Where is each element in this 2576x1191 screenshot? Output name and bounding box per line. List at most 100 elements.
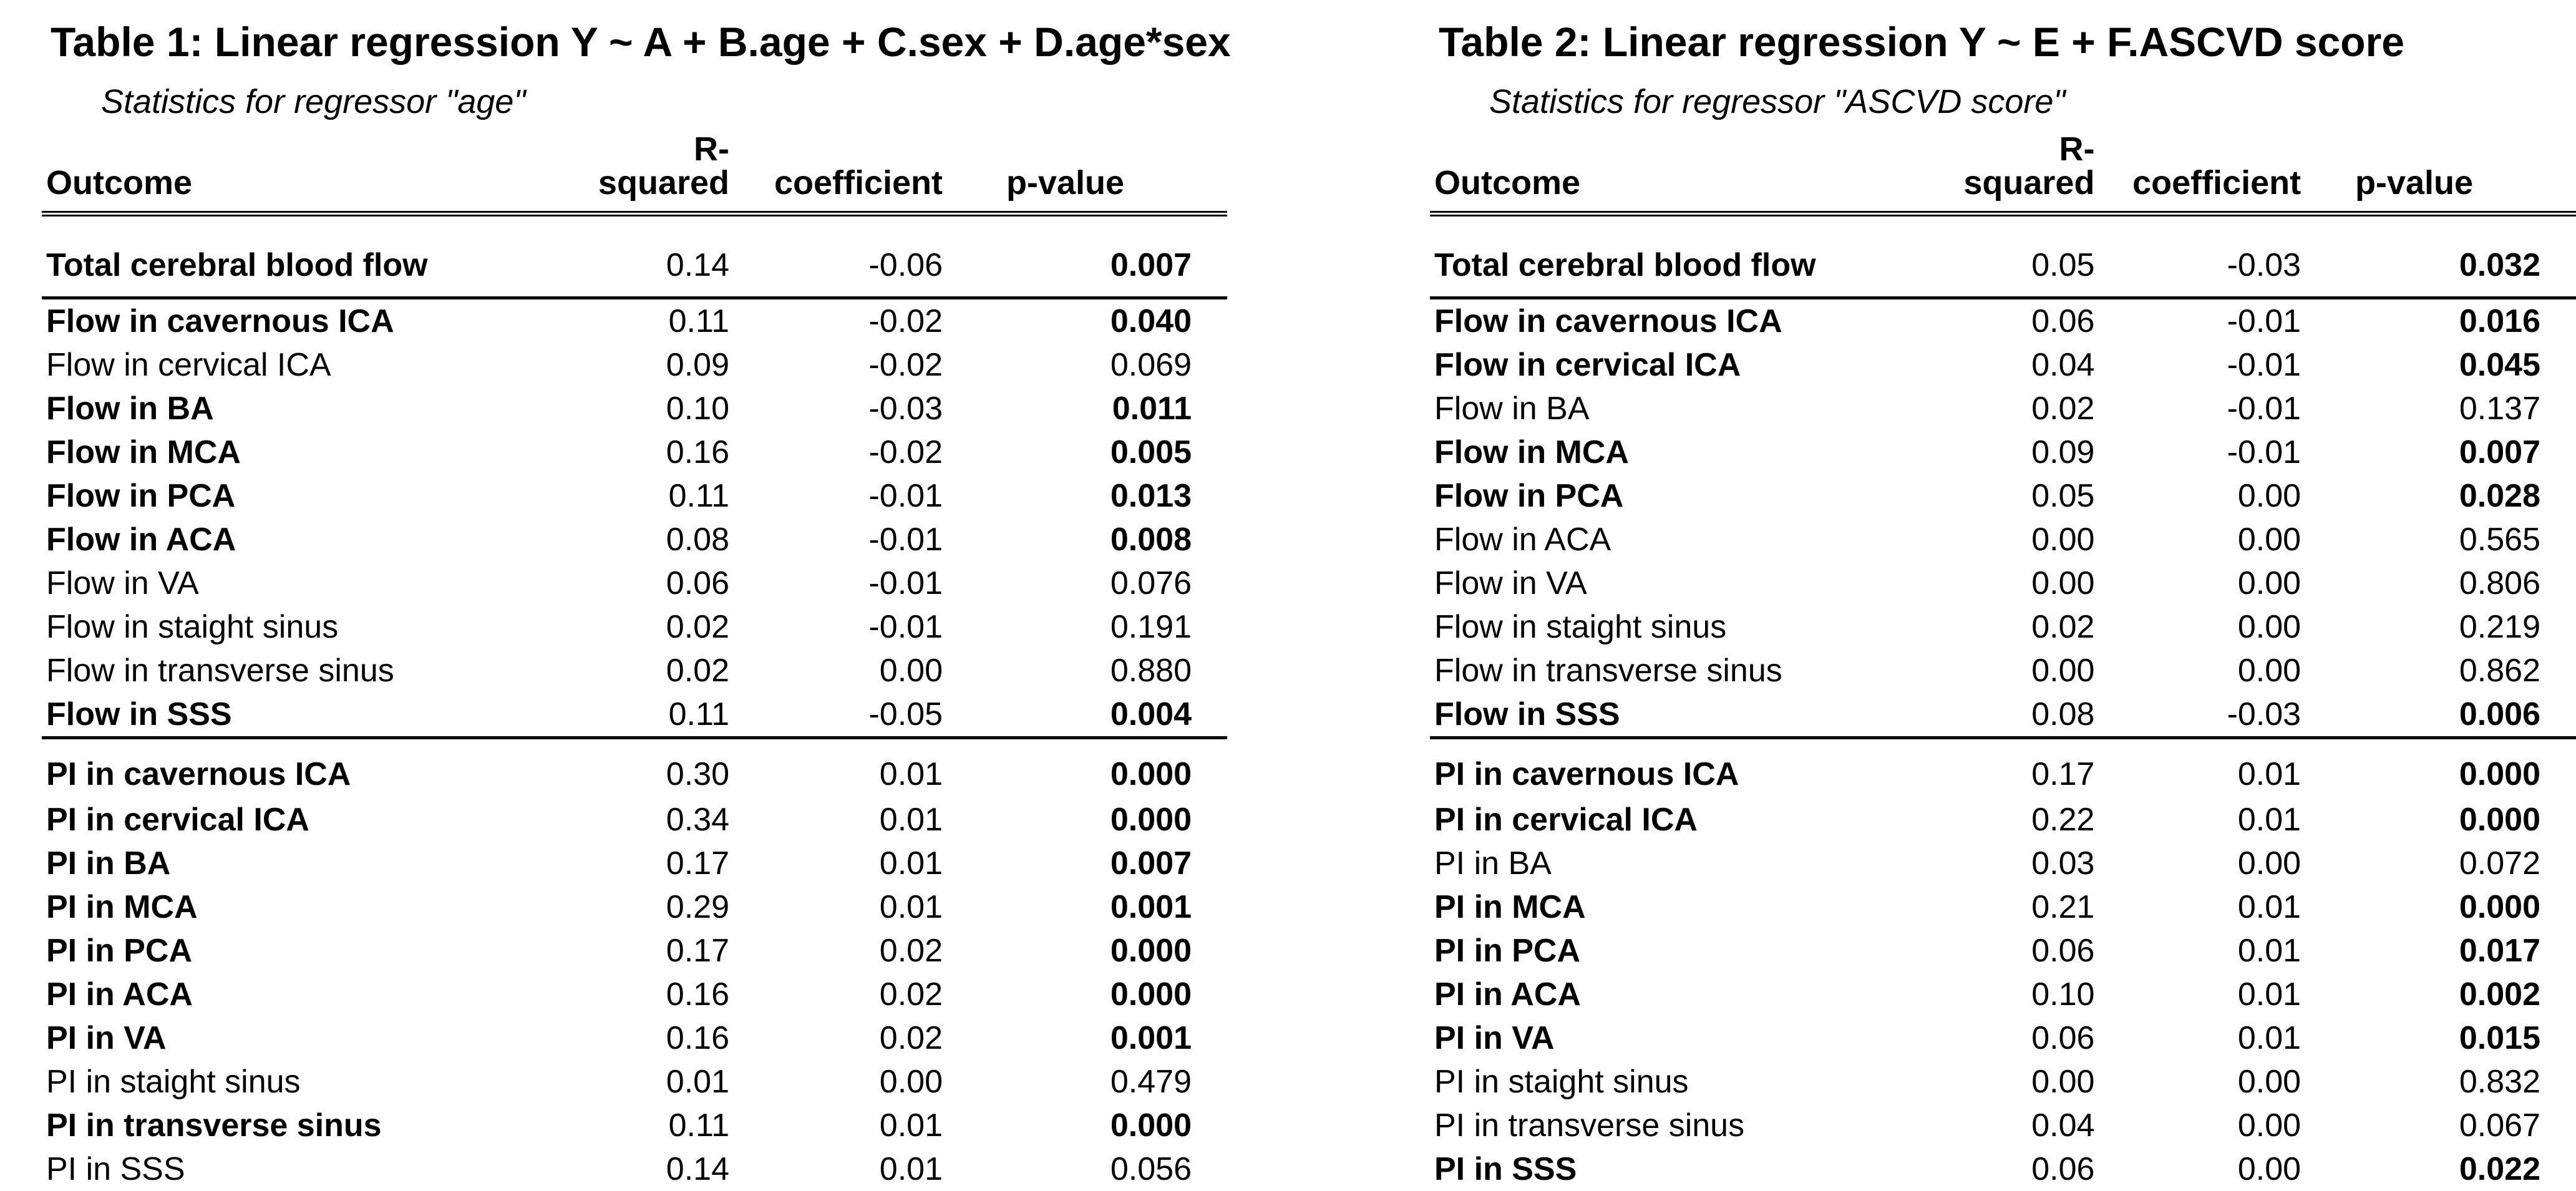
coefficient-cell: -0.01 [868, 608, 943, 645]
coefficient-cell: -0.03 [868, 390, 943, 427]
p-value-cell: 0.013 [1110, 477, 1192, 514]
table-row: PI in MCA 0.21 0.01 0.000 [1430, 885, 2576, 929]
table-row: PI in cervical ICA 0.22 0.01 0.000 [1430, 798, 2576, 842]
outcome-cell: Total cerebral blood flow [42, 213, 587, 299]
p-value-cell: 0.007 [943, 213, 1227, 299]
coefficient-cell: -0.01 [868, 521, 943, 558]
coefficient-cell: 0.01 [879, 888, 943, 925]
coefficient-cell: 0.00 [2237, 1063, 2301, 1100]
r-squared-cell: 0.10 [666, 390, 729, 427]
table-row: Flow in ACA 0.00 0.00 0.565 [1430, 518, 2576, 561]
p-value-cell: 0.479 [1110, 1063, 1192, 1100]
p-value-cell: 0.007 [1110, 845, 1192, 882]
outcome-cell: Flow in BA [1434, 390, 1590, 427]
coefficient-cell: -0.01 [2227, 434, 2301, 470]
outcome-cell: PI in transverse sinus [1434, 1107, 1745, 1144]
r-squared-cell: 0.06 [666, 565, 729, 601]
p-value-cell: 0.000 [2459, 801, 2540, 838]
table-2-panel: Table 2: Linear regression Y ~ E + F.ASC… [1430, 0, 2576, 1191]
p-value-cell: 0.016 [2459, 303, 2540, 339]
outcome-cell: PI in staight sinus [46, 1063, 301, 1100]
coefficient-cell: -0.06 [729, 213, 943, 299]
r-squared-cell: 0.04 [2031, 1107, 2095, 1144]
p-value-cell: 0.219 [2459, 608, 2540, 645]
r-squared-cell: 0.17 [666, 845, 729, 882]
r-squared-cell: 0.05 [2031, 477, 2095, 514]
r-squared-cell: 0.29 [666, 888, 729, 925]
coefficient-cell: -0.02 [868, 303, 943, 339]
outcome-cell: PI in SSS [46, 1150, 185, 1187]
coefficient-cell: 0.01 [879, 801, 943, 838]
outcome-cell: Flow in transverse sinus [1434, 652, 1782, 689]
outcome-cell: PI in ACA [1434, 976, 1581, 1013]
r-squared-cell: 0.06 [2031, 932, 2095, 969]
table-row: Flow in MCA 0.16 -0.02 0.005 [42, 430, 1227, 474]
table-row: Flow in BA 0.02 -0.01 0.137 [1430, 387, 2576, 430]
table-row: Flow in MCA 0.09 -0.01 0.007 [1430, 430, 2576, 474]
coefficient-cell: 0.01 [2237, 756, 2301, 792]
r-squared-cell: 0.09 [2031, 434, 2095, 470]
outcome-cell: PI in transverse sinus [46, 1107, 382, 1144]
table-row: PI in VA 0.16 0.02 0.001 [42, 1016, 1227, 1060]
coefficient-cell: -0.01 [868, 477, 943, 514]
outcome-cell: PI in VA [1434, 1019, 1555, 1056]
table-row: Flow in SSS 0.08 -0.03 0.006 [1430, 692, 2576, 739]
outcome-cell: Flow in cavernous ICA [46, 303, 394, 339]
table-row: PI in cavernous ICA 0.30 0.01 0.000 [42, 737, 1227, 798]
r-squared-cell: 0.14 [587, 213, 729, 299]
table-row: PI in cavernous ICA 0.17 0.01 0.000 [1430, 737, 2576, 798]
coefficient-cell: 0.00 [2237, 652, 2301, 689]
outcome-cell: Flow in BA [46, 390, 214, 427]
table-row: PI in VA 0.06 0.01 0.015 [1430, 1016, 2576, 1060]
table-row: Total cerebral blood flow 0.05 -0.03 0.032 [1430, 213, 2576, 299]
coefficient-cell: 0.01 [2237, 888, 2301, 925]
p-value-cell: 0.067 [2459, 1107, 2540, 1144]
coefficient-cell: 0.02 [879, 1019, 943, 1056]
outcome-cell: Flow in VA [1434, 565, 1587, 601]
r-squared-cell: 0.10 [2031, 976, 2095, 1013]
p-value-cell: 0.004 [943, 692, 1227, 739]
coefficient-cell: 0.02 [879, 976, 943, 1013]
outcome-cell: Flow in MCA [1434, 434, 1629, 470]
header-row: Outcome R-squared coefficient p-value [1430, 132, 2576, 216]
outcome-cell: Total cerebral blood flow [1430, 213, 1958, 299]
table-1-subtitle: Statistics for regressor "age" [101, 82, 526, 120]
table-row: PI in PCA 0.06 0.01 0.017 [1430, 929, 2576, 973]
outcome-cell: PI in PCA [46, 932, 193, 969]
outcome-cell: Flow in staight sinus [46, 608, 339, 645]
table-row: PI in transverse sinus 0.11 0.01 0.000 [42, 1104, 1227, 1147]
table-row: PI in BA 0.17 0.01 0.007 [42, 842, 1227, 885]
table-row: PI in MCA 0.29 0.01 0.001 [42, 885, 1227, 929]
coefficient-cell: 0.01 [2237, 976, 2301, 1013]
p-value-cell: 0.069 [1110, 346, 1192, 383]
outcome-cell: Flow in PCA [1434, 477, 1624, 514]
coefficient-cell: 0.01 [879, 845, 943, 882]
outcome-cell: PI in cavernous ICA [1434, 756, 1739, 792]
table-row: PI in BA 0.03 0.00 0.072 [1430, 842, 2576, 885]
table-row: PI in staight sinus 0.00 0.00 0.832 [1430, 1060, 2576, 1104]
table-row: PI in staight sinus 0.01 0.00 0.479 [42, 1060, 1227, 1104]
table-row: Flow in BA 0.10 -0.03 0.011 [42, 387, 1227, 430]
r-squared-cell: 0.06 [2031, 1150, 2095, 1187]
r-squared-cell: 0.11 [668, 303, 729, 339]
outcome-cell: PI in cavernous ICA [46, 756, 351, 792]
outcome-cell: Flow in MCA [46, 434, 241, 470]
p-value-cell: 0.000 [1110, 976, 1192, 1013]
column-header-outcome: Outcome [42, 132, 587, 216]
p-value-cell: 0.008 [1110, 521, 1192, 558]
r-squared-cell: 0.09 [666, 346, 729, 383]
p-value-cell: 0.040 [1110, 303, 1192, 339]
p-value-cell: 0.000 [1110, 932, 1192, 969]
p-value-cell: 0.032 [2301, 213, 2576, 299]
p-value-cell: 0.022 [2459, 1150, 2540, 1187]
outcome-cell: Flow in PCA [46, 477, 236, 514]
p-value-cell: 0.832 [2459, 1063, 2540, 1100]
table-2-subtitle: Statistics for regressor "ASCVD score" [1489, 82, 2066, 120]
r-squared-cell: 0.02 [666, 652, 729, 689]
r-squared-cell: 0.11 [587, 692, 729, 739]
coefficient-cell: 0.01 [879, 1150, 943, 1187]
coefficient-cell: 0.01 [2237, 801, 2301, 838]
r-squared-cell: 0.03 [2031, 845, 2095, 882]
r-squared-cell: 0.00 [2031, 565, 2095, 601]
outcome-cell: PI in PCA [1434, 932, 1581, 969]
